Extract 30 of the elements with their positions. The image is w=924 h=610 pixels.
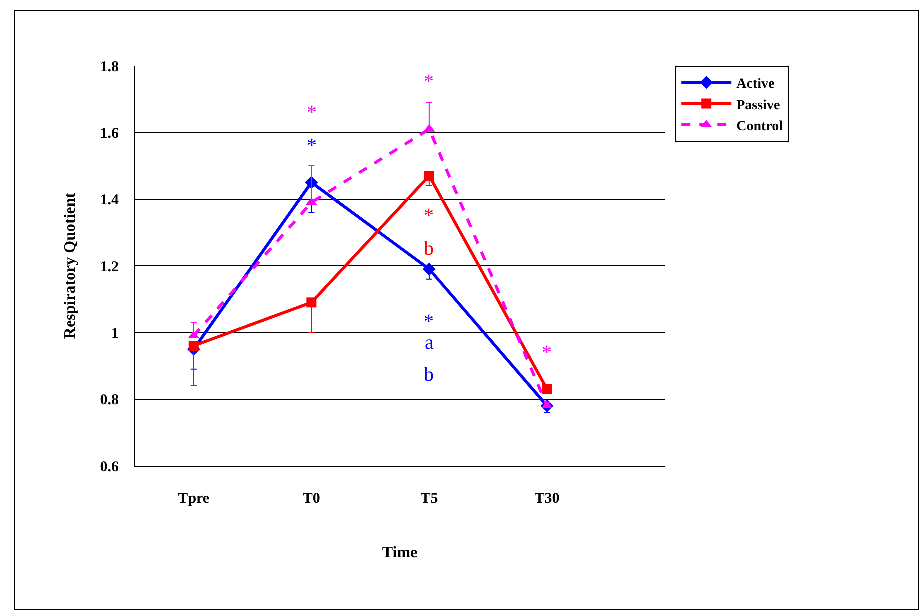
annotation: * [424, 71, 434, 93]
annotation: * [307, 102, 317, 124]
y-tick-label: 1.4 [100, 192, 120, 209]
x-tick-label: T0 [302, 491, 320, 507]
point [188, 341, 199, 351]
annotation: * [542, 342, 552, 364]
annotation: b [424, 238, 434, 260]
legend-label: Active [736, 77, 775, 92]
y-tick-label: 1.8 [100, 59, 119, 76]
x-tick-label: Tpre [178, 491, 210, 507]
legend-label: Control [736, 119, 784, 134]
legend-label: Passive [736, 98, 780, 114]
y-axis-title: Respiratory Quotient [62, 192, 80, 340]
point [306, 298, 317, 308]
y-tick-label: 1.6 [100, 126, 120, 142]
point [542, 384, 552, 394]
y-tick-label: 0.8 [100, 392, 119, 409]
x-tick-label: T30 [534, 491, 560, 507]
x-axis-title: Time [382, 544, 418, 562]
y-tick-label: 1.2 [100, 259, 119, 276]
annotation: b [424, 364, 434, 386]
point [424, 171, 434, 181]
y-tick-label: 1 [112, 326, 119, 342]
point [422, 262, 436, 276]
y-tick-label: 0.6 [100, 459, 120, 476]
x-tick-label: T5 [420, 491, 438, 507]
annotation: * [424, 205, 434, 227]
annotation: * [307, 135, 317, 157]
annotation: a [425, 332, 434, 354]
annotation: * [424, 311, 434, 333]
